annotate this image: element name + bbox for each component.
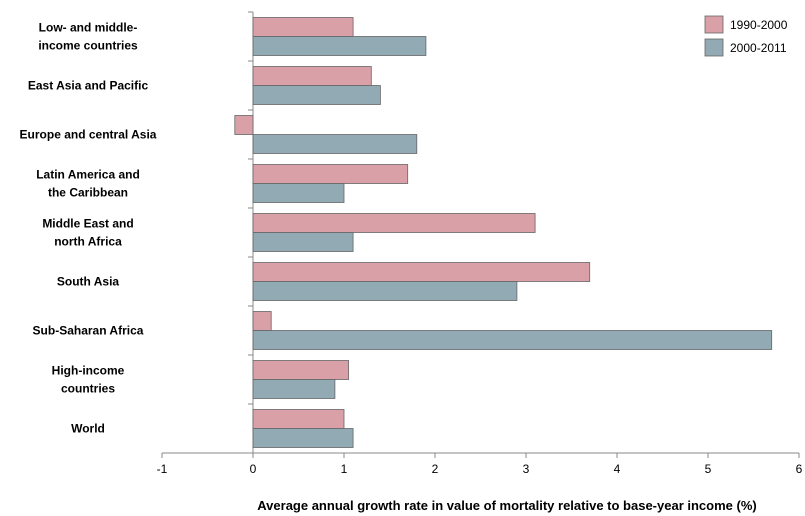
category-label-line: Latin America and [36, 168, 140, 182]
bar-1990-2000-3 [252, 164, 409, 184]
category-label-line: Europe and central Asia [20, 128, 157, 142]
category-label-2: Europe and central Asia [20, 128, 157, 142]
category-label-line: Middle East and [42, 217, 133, 231]
category-label-8: World [71, 422, 105, 436]
category-label-4: Middle East and north Africa [42, 217, 133, 249]
plot-area: Low- and middle-income countries East Asi… [20, 11, 803, 476]
category-label-6: Sub-Saharan Africa [33, 324, 144, 338]
bar-1990-2000-4 [252, 213, 536, 233]
legend-swatch-2000-2011 [704, 38, 724, 57]
bar-1990-2000-0 [252, 17, 354, 37]
category-label-line: income countries [38, 39, 138, 53]
bar-2000-2011-1 [252, 85, 381, 105]
bar-2000-2011-8 [252, 428, 354, 448]
bar-1990-2000-5 [252, 262, 591, 282]
bar-2000-2011-5 [252, 281, 518, 301]
category-label-line: Low- and middle- [39, 21, 138, 35]
category-label-7: High-income countries [52, 364, 125, 396]
bar-1990-2000-6 [252, 311, 272, 331]
x-tick-label: 3 [523, 462, 530, 476]
category-label-line: Sub-Saharan Africa [33, 324, 144, 338]
legend: 1990-2000 2000-2011 [704, 15, 788, 57]
category-label-1: East Asia and Pacific [28, 79, 149, 93]
category-label-line: World [71, 422, 105, 436]
bar-1990-2000-1 [252, 66, 372, 86]
bar-1990-2000-8 [252, 409, 345, 429]
bar-2000-2011-4 [252, 232, 354, 252]
x-tick-label: 2 [432, 462, 439, 476]
category-label-5: South Asia [57, 275, 120, 289]
x-tick-label: -1 [157, 462, 168, 476]
x-tick-label: 1 [341, 462, 348, 476]
category-label-0: Low- and middle-income countries [38, 21, 138, 53]
category-label-3: Latin America and the Caribbean [36, 168, 140, 200]
category-label-line: East Asia and Pacific [28, 79, 149, 93]
x-tick-label: 0 [250, 462, 257, 476]
category-label-line: countries [61, 382, 115, 396]
x-tick-label: 6 [796, 462, 803, 476]
x-axis-label: Average annual growth rate in value of m… [257, 498, 756, 513]
category-label-line: north Africa [54, 235, 122, 249]
category-label-line: South Asia [57, 275, 120, 289]
bar-2000-2011-3 [252, 183, 345, 203]
bar-2000-2011-2 [252, 134, 418, 154]
legend-label-2000-2011: 2000-2011 [730, 41, 787, 55]
bar-2000-2011-7 [252, 379, 336, 399]
bar-2000-2011-6 [252, 330, 773, 350]
x-tick-label: 4 [614, 462, 621, 476]
x-tick-label: 5 [705, 462, 712, 476]
legend-label-1990-2000: 1990-2000 [730, 18, 788, 32]
bar-1990-2000-2 [234, 115, 254, 135]
bar-1990-2000-7 [252, 360, 349, 380]
category-label-line: High-income [52, 364, 125, 378]
legend-swatch-1990-2000 [704, 15, 724, 34]
category-label-line: the Caribbean [48, 186, 128, 200]
bar-2000-2011-0 [252, 36, 427, 56]
